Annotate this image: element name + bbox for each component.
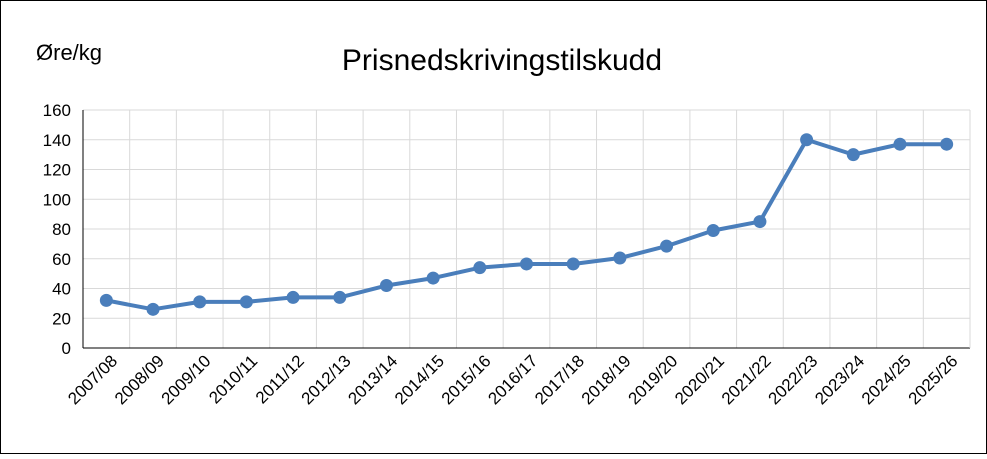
point — [613, 251, 627, 265]
point — [566, 257, 580, 271]
point — [193, 295, 207, 309]
y-tick-label: 80 — [52, 220, 71, 239]
point — [660, 239, 674, 253]
point — [239, 295, 253, 309]
point — [286, 290, 300, 304]
point — [753, 215, 767, 229]
point — [800, 133, 814, 147]
y-tick-label: 100 — [43, 190, 71, 209]
y-tick-label: 60 — [52, 250, 71, 269]
y-tick-label: 20 — [52, 309, 71, 328]
y-tick-label: 140 — [43, 131, 71, 150]
point — [846, 148, 860, 162]
point — [520, 257, 533, 271]
y-tick-label: 160 — [43, 101, 71, 120]
point — [706, 223, 720, 237]
point — [473, 261, 487, 275]
point — [426, 271, 440, 285]
point — [99, 293, 113, 307]
point — [893, 137, 907, 151]
y-tick-label: 40 — [52, 280, 71, 299]
point — [940, 137, 954, 151]
point — [146, 302, 160, 316]
y-axis-label: Øre/kg — [36, 40, 102, 65]
point — [379, 279, 393, 293]
point — [333, 290, 347, 304]
y-tick-label: 120 — [43, 161, 71, 180]
y-tick-label: 0 — [62, 339, 71, 358]
chart-title: Prisnedskrivingstilskudd — [342, 44, 662, 77]
